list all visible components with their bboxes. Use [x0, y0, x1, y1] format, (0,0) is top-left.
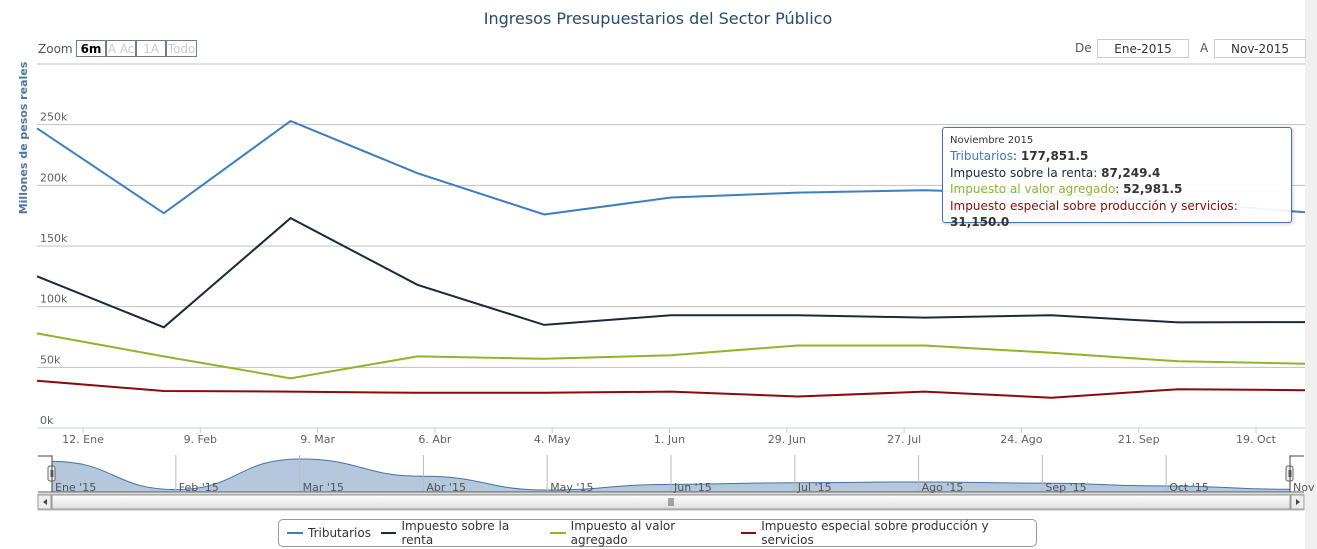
- x-tick-label: 6. Abr: [418, 433, 451, 446]
- series-line-1: [36, 216, 1306, 329]
- page-scrollbar[interactable]: [1305, 0, 1317, 549]
- y-tick-label: 250k: [40, 111, 68, 124]
- navigator-label: Ene '15: [55, 481, 96, 494]
- x-tick-label: 21. Sep: [1118, 433, 1160, 446]
- legend-item-iva[interactable]: Impuesto al valor agregado: [550, 519, 731, 547]
- legend-swatch: [380, 532, 397, 534]
- to-date-input[interactable]: Nov-2015: [1214, 39, 1306, 58]
- tooltip: Noviembre 2015 Tributarios: 177,851.5 Im…: [942, 127, 1292, 229]
- y-tick-label: 0k: [40, 414, 54, 427]
- legend-swatch: [740, 532, 757, 534]
- legend-label: Impuesto sobre la renta: [401, 519, 510, 547]
- legend-item-ieps[interactable]: Impuesto especial sobre producción y ser…: [740, 519, 1036, 547]
- tooltip-series-label: Tributarios: [950, 149, 1013, 163]
- x-tick-label: 24. Ago: [1000, 433, 1042, 446]
- legend-label: Impuesto al valor agregado: [570, 519, 676, 547]
- navigator-label: Abr '15: [426, 481, 466, 494]
- tooltip-value: 52,981.5: [1123, 182, 1183, 196]
- navigator-label: May '15: [550, 481, 593, 494]
- tooltip-value: 177,851.5: [1020, 149, 1089, 163]
- navigator-mask-left-edge: [38, 455, 53, 492]
- navigator-mask-right-edge: [1289, 455, 1304, 492]
- legend-item-isr[interactable]: Impuesto sobre la renta: [380, 519, 540, 547]
- y-tick-label: 50k: [40, 353, 61, 366]
- tooltip-row: Impuesto especial sobre producción y ser…: [950, 198, 1238, 230]
- x-tick-label: 1. Jun: [654, 433, 685, 446]
- legend-label: Impuesto especial sobre producción y ser…: [761, 519, 989, 547]
- series-line-2: [36, 332, 1306, 380]
- zoom-ytd-button[interactable]: A Ac: [106, 40, 136, 57]
- navigator-label: Jun '15: [673, 481, 712, 494]
- navigator-label: Ago '15: [922, 481, 964, 494]
- legend: Tributarios Impuesto sobre la renta Impu…: [278, 519, 1037, 547]
- tooltip-series-label: Impuesto sobre la renta: [950, 165, 1094, 180]
- navigator-label: Oct '15: [1169, 481, 1209, 494]
- tooltip-value: 31,150.0: [950, 215, 1010, 229]
- navigator-area: [52, 459, 1290, 492]
- tooltip-row: Impuesto al valor agregado: 52,981.5: [950, 182, 1183, 196]
- y-axis-title: Millones de pesos reales: [17, 61, 30, 214]
- series-line-3: [36, 379, 1306, 399]
- zoom-6m-button[interactable]: 6m: [76, 40, 106, 57]
- x-tick-label: 9. Mar: [300, 433, 335, 446]
- zoom-all-button[interactable]: Todo: [166, 40, 197, 57]
- zoom-1y-button[interactable]: 1A: [136, 40, 166, 57]
- x-tick-label: 4. May: [534, 433, 571, 446]
- zoom-label: Zoom: [38, 42, 73, 56]
- y-tick-label: 100k: [40, 293, 68, 306]
- legend-label: Tributarios: [308, 526, 371, 540]
- to-label: A: [1200, 41, 1209, 55]
- from-date-input[interactable]: Ene-2015: [1097, 39, 1189, 58]
- legend-swatch: [550, 532, 566, 534]
- tooltip-row: Impuesto sobre la renta: 87,249.4: [950, 165, 1161, 180]
- tooltip-header: Noviembre 2015: [950, 135, 1034, 146]
- tooltip-series-label: Impuesto al valor agregado: [950, 182, 1116, 196]
- x-tick-label: 12. Ene: [62, 433, 104, 446]
- navigator-label: Jul '15: [797, 481, 832, 494]
- arrow-right-icon: [1296, 499, 1300, 505]
- x-tick-label: 27. Jul: [887, 433, 921, 446]
- tooltip-value: 87,249.4: [1101, 165, 1161, 180]
- legend-swatch: [287, 532, 303, 534]
- y-tick-label: 150k: [40, 232, 68, 245]
- handle-grip-icon: [50, 470, 54, 477]
- tooltip-series-label: Impuesto especial sobre producción y ser…: [950, 198, 1234, 213]
- arrow-left-icon: [43, 499, 47, 505]
- tooltip-row: Tributarios: 177,851.5: [950, 149, 1089, 163]
- navigator-label: Feb '15: [179, 481, 219, 494]
- navigator-label: Mar '15: [303, 481, 344, 494]
- scrollbar-grip-icon: [668, 498, 674, 506]
- navigator-label: Nov: [1293, 481, 1315, 494]
- chart-title: Ingresos Presupuestarios del Sector Públ…: [484, 9, 833, 28]
- navigator-label: Sep '15: [1045, 481, 1086, 494]
- handle-grip-icon: [1288, 470, 1292, 477]
- x-tick-label: 19. Oct: [1236, 433, 1277, 446]
- x-tick-label: 29. Jun: [768, 433, 806, 446]
- from-label: De: [1075, 41, 1092, 55]
- y-tick-label: 200k: [40, 171, 68, 184]
- legend-item-tributarios[interactable]: Tributarios: [287, 526, 371, 540]
- x-tick-label: 9. Feb: [184, 433, 217, 446]
